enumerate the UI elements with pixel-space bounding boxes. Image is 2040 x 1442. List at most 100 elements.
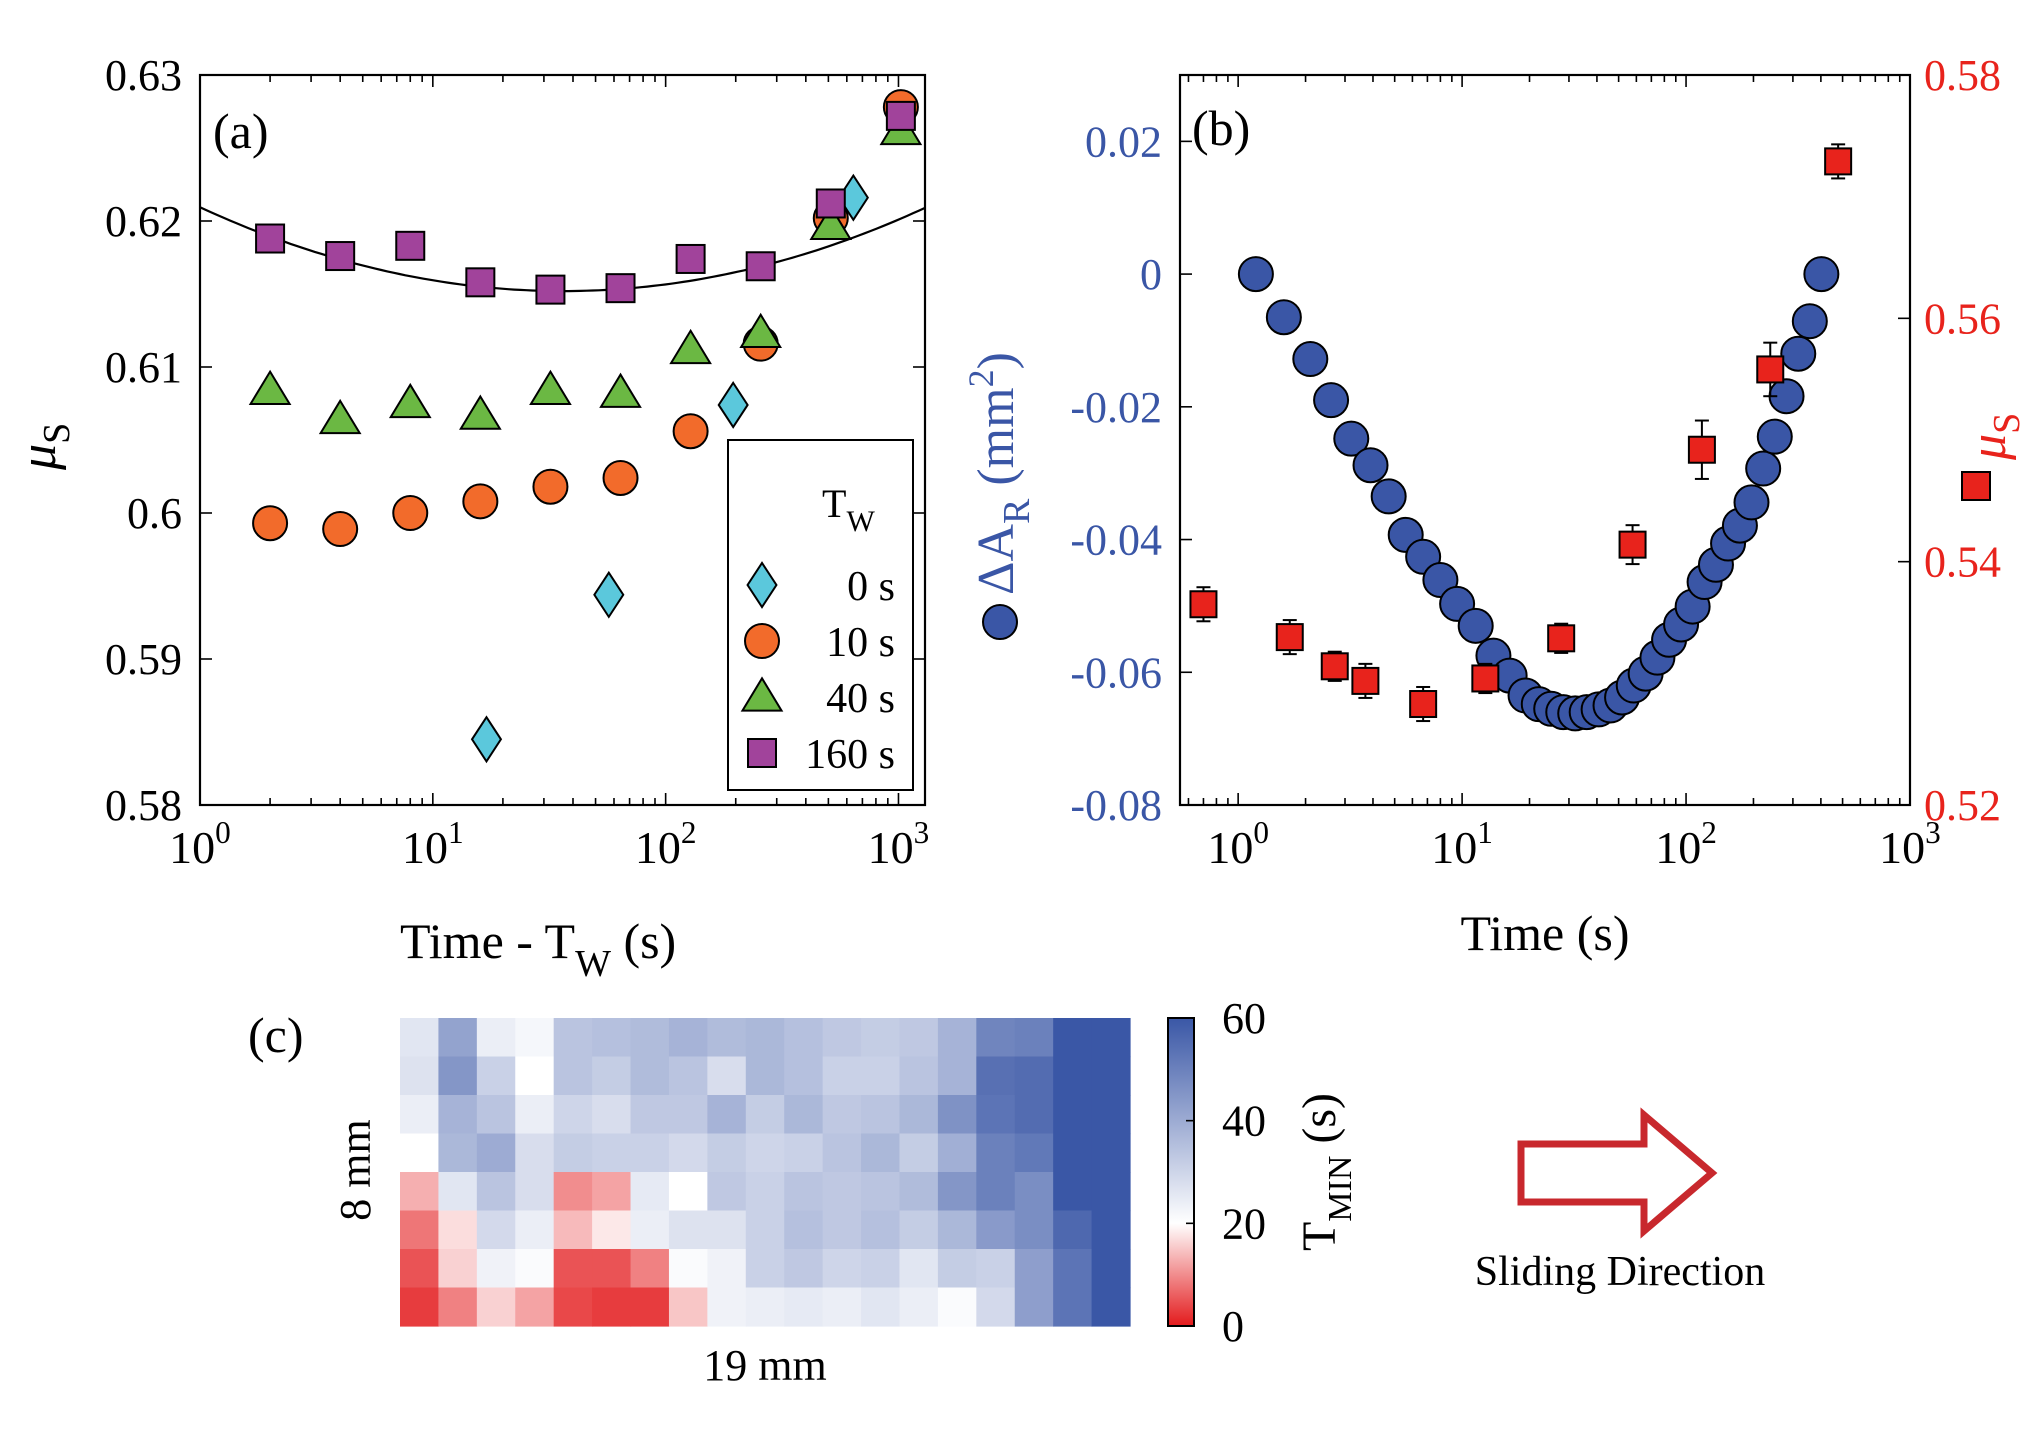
delta-ar-point	[1313, 382, 1350, 419]
heatmap-cell	[1091, 1210, 1131, 1250]
heatmap-cell	[1053, 1095, 1093, 1135]
y-tick-labels: 0.58 0.59 0.6 0.61 0.62 0.63	[105, 51, 182, 830]
heatmap-cell	[861, 1287, 901, 1327]
heatmap-cell	[630, 1095, 670, 1135]
heatmap-cell	[400, 1133, 440, 1173]
mu-s-point	[1471, 664, 1500, 693]
heatmap-cell	[515, 1018, 555, 1058]
heatmap-cell	[822, 1287, 862, 1327]
heatmap-cell	[937, 1133, 977, 1173]
heatmap-cell	[438, 1287, 478, 1327]
heatmap-cell	[1091, 1172, 1131, 1212]
tick-exp: 3	[1925, 815, 1941, 850]
colorbar	[1167, 1017, 1195, 1327]
tick-exp: 1	[1477, 815, 1493, 850]
left-y-tick-label: 0.02	[1085, 117, 1162, 166]
heatmap-cell	[784, 1018, 824, 1058]
y-axis-label-main: μ	[10, 444, 67, 471]
data-point-square	[255, 223, 286, 254]
data-point-square	[325, 241, 356, 272]
y-axis-label: μS	[10, 423, 78, 471]
left-y-axis-label-close: )	[968, 352, 1025, 369]
data-point-square	[605, 273, 636, 304]
heatmap-cell	[438, 1056, 478, 1096]
heatmap-cell	[630, 1287, 670, 1327]
legend-label: 40 s	[826, 676, 895, 722]
colorbar-label-end: (s)	[1293, 1093, 1346, 1156]
heatmap-cell	[822, 1172, 862, 1212]
left-y-tick-label: -0.02	[1070, 383, 1162, 432]
heatmap-cell	[1014, 1133, 1054, 1173]
colorbar-tick-label: 60	[1222, 994, 1266, 1043]
delta-ar-point	[1370, 478, 1407, 515]
heatmap-cell	[438, 1133, 478, 1173]
left-y-axis-label-sup: 2	[961, 369, 1001, 387]
data-point-triangle	[599, 372, 642, 408]
left-y-tick-label: -0.04	[1070, 516, 1162, 565]
legend: TW 0 s 10 s 40 s 160 s	[727, 439, 914, 791]
data-point-triangle	[318, 398, 362, 435]
data-point-circle	[252, 505, 289, 542]
legend-marker	[746, 561, 778, 609]
x-tick-label: 103	[1879, 815, 1941, 873]
heatmap-cell	[630, 1133, 670, 1173]
tick-exp: 0	[1253, 815, 1269, 850]
heatmap-cell	[400, 1018, 440, 1058]
data-point-square	[885, 100, 916, 131]
heatmap-cell	[707, 1095, 747, 1135]
heatmap-cell	[438, 1172, 478, 1212]
heatmap-cell	[784, 1095, 824, 1135]
data-point-square	[675, 243, 706, 274]
data-point-triangle	[459, 394, 502, 430]
heatmap-cell	[553, 1249, 593, 1289]
heatmap-cell	[707, 1210, 747, 1250]
mu-s-point	[1409, 690, 1438, 719]
heatmap-cell	[1053, 1018, 1093, 1058]
heatmap-cell	[553, 1287, 593, 1327]
left-y-tick-label: -0.06	[1070, 648, 1162, 697]
tick-base: 10	[1655, 822, 1701, 873]
heatmap-cell	[668, 1133, 708, 1173]
heatmap-cell	[976, 1249, 1016, 1289]
heatmap-cell	[630, 1018, 670, 1058]
panel-b-frame	[1178, 73, 1912, 807]
legend-label: 0 s	[847, 564, 895, 610]
right-y-tick-label: 0.54	[1924, 538, 2001, 587]
heatmap-cell	[784, 1210, 824, 1250]
data-point-triangle	[739, 312, 783, 349]
heatmap-cell	[1091, 1056, 1131, 1096]
legend-marker	[740, 676, 784, 712]
tick-exp: 2	[681, 815, 697, 850]
heatmap-cell	[784, 1172, 824, 1212]
heatmap-cell	[438, 1249, 478, 1289]
heatmap-cell	[1014, 1287, 1054, 1327]
right-y-axis-label: μS	[1960, 413, 2028, 461]
heatmap-cell	[400, 1056, 440, 1096]
delta-ar-point	[1457, 607, 1494, 644]
heatmap-cell	[1053, 1249, 1093, 1289]
heatmap-cell	[438, 1210, 478, 1250]
y-tick-label: 0.6	[127, 489, 182, 538]
panel-b-data	[1189, 143, 1853, 732]
heatmap-cell	[745, 1133, 785, 1173]
delta-ar-point	[1733, 484, 1770, 521]
delta-ar-point	[1756, 418, 1793, 455]
tick-base: 10	[868, 822, 914, 873]
heatmap-cell	[707, 1287, 747, 1327]
heatmap-cell	[784, 1056, 824, 1096]
heatmap-cell	[899, 1095, 939, 1135]
legend-label: 10 s	[826, 620, 895, 666]
right-y-axis-label-main: μ	[1960, 434, 2017, 461]
heatmap-cell	[784, 1249, 824, 1289]
delta-ar-point	[1237, 256, 1274, 293]
heatmap-cell	[668, 1095, 708, 1135]
heatmap-cell	[553, 1095, 593, 1135]
heatmap-cell	[1014, 1056, 1054, 1096]
heatmap-cell	[707, 1133, 747, 1173]
legend-label: 160 s	[805, 732, 895, 778]
colorbar-tick-label: 0	[1222, 1302, 1244, 1351]
data-point-diamond	[593, 570, 625, 619]
mu-s-point	[1189, 590, 1218, 619]
delta-ar-point	[1292, 341, 1329, 378]
